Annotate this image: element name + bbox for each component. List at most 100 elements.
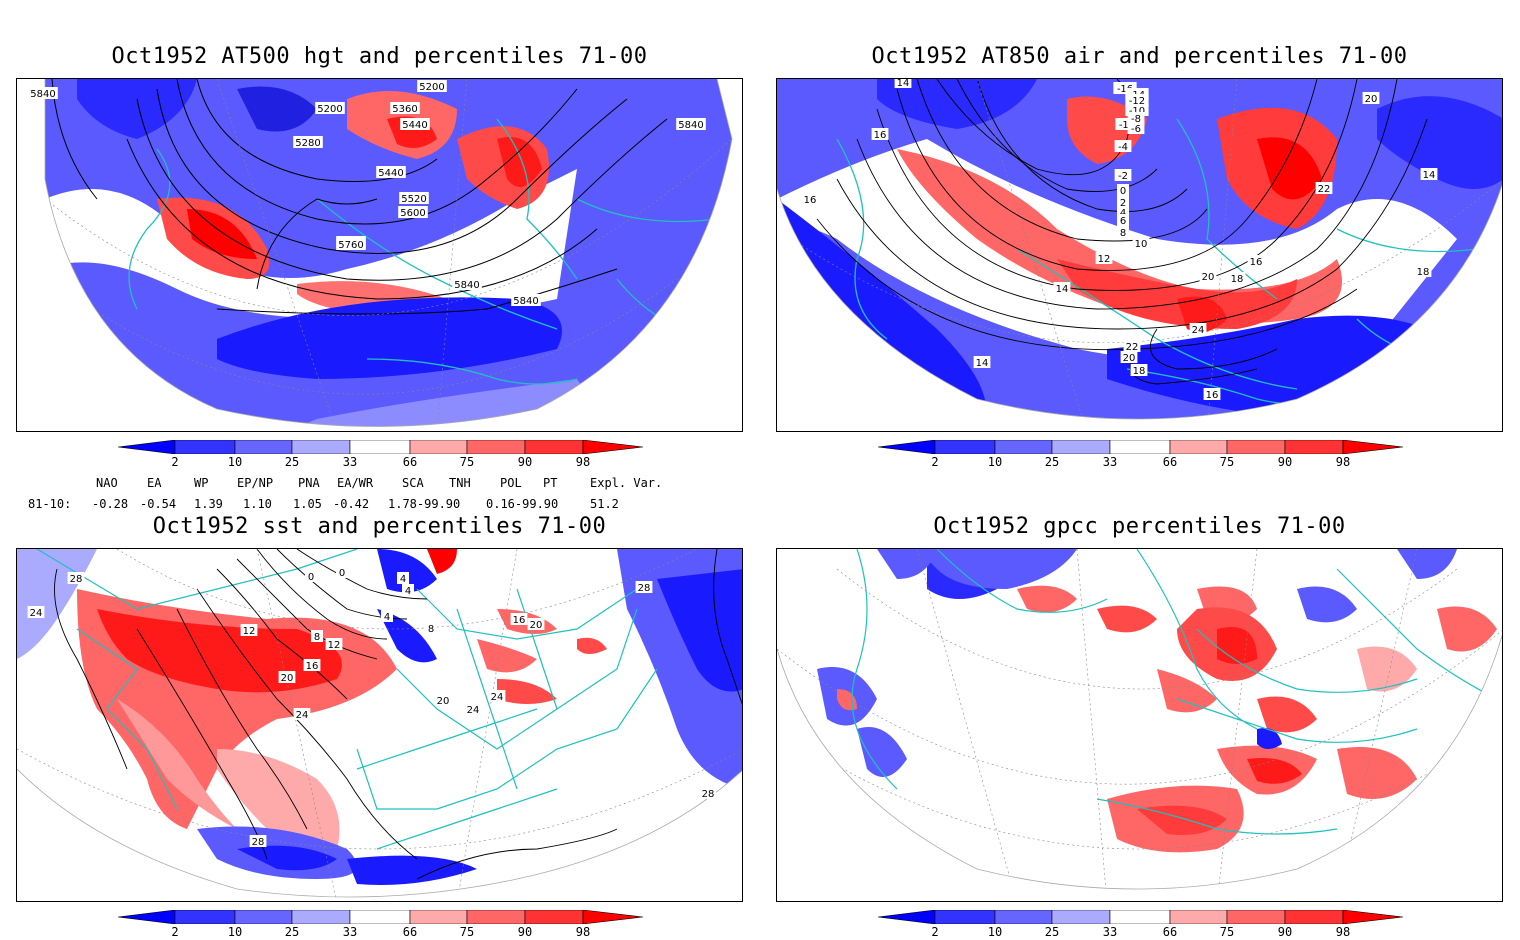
contour-label: 16 bbox=[871, 128, 889, 141]
contour-label: 5840 bbox=[511, 294, 541, 307]
index-value-wp: 1.39 bbox=[194, 497, 223, 511]
colorbar-tick-label: 90 bbox=[1277, 925, 1293, 939]
contour-label-text: 28 bbox=[252, 837, 265, 848]
contour-label: -6 bbox=[1127, 122, 1145, 135]
contour-label: -8 bbox=[1127, 112, 1145, 125]
contour-label: 14 bbox=[973, 356, 991, 369]
contour-label: 16 bbox=[801, 193, 819, 206]
contour-label: 5440 bbox=[400, 118, 430, 131]
contour-label: 0 bbox=[336, 566, 348, 579]
colorbar-swatch bbox=[1051, 440, 1111, 454]
contour-label-text: 28 bbox=[702, 789, 715, 800]
colorbar-tick-label: 25 bbox=[1044, 925, 1060, 939]
map-gpcc bbox=[776, 548, 1503, 902]
contour-label: 5600 bbox=[398, 206, 428, 219]
contour-label: 12 bbox=[325, 638, 343, 651]
index-header-epnp: EP/NP bbox=[237, 476, 274, 490]
index-value-pna: 1.05 bbox=[293, 497, 322, 511]
contour-label: 16 bbox=[510, 613, 528, 626]
colorbar-swatch bbox=[349, 440, 411, 454]
colorbar-tick-label: 98 bbox=[575, 925, 591, 939]
colorbar-swatch bbox=[1342, 910, 1403, 924]
contour-label-text: 5760 bbox=[338, 240, 363, 251]
colorbar-swatch bbox=[466, 910, 526, 924]
contour-label: -4 bbox=[1114, 140, 1132, 153]
contour-label: 22 bbox=[1315, 182, 1333, 195]
contour-label-text: 20 bbox=[1202, 272, 1215, 283]
colorbar-tick-label: 75 bbox=[1219, 925, 1235, 939]
contour-label: 5360 bbox=[390, 102, 420, 115]
colorbar-tick-label: 33 bbox=[1102, 925, 1118, 939]
colorbar-swatch bbox=[234, 440, 293, 454]
contour-label-text: 4 bbox=[1120, 208, 1126, 219]
contour-label: 8 bbox=[425, 622, 437, 635]
contour-label: 24 bbox=[1189, 323, 1207, 336]
contour-label-text: 16 bbox=[874, 130, 887, 141]
contour-label-text: 16 bbox=[1250, 257, 1263, 268]
contour-label: 28 bbox=[249, 835, 267, 848]
contour-label-text: 12 bbox=[243, 626, 256, 637]
contour-label-text: 8 bbox=[428, 624, 434, 635]
colorbar-tick-label: 10 bbox=[987, 455, 1003, 469]
colorbar-swatch bbox=[878, 910, 936, 924]
contour-label: 2 bbox=[1117, 196, 1129, 209]
colorbar-swatch bbox=[466, 440, 526, 454]
colorbar-tick-label: 2 bbox=[171, 925, 179, 939]
contour-label-text: 28 bbox=[70, 574, 83, 585]
colorbar-tick-label: 90 bbox=[1277, 455, 1293, 469]
colorbar-swatch bbox=[174, 440, 236, 454]
colorbar-tick-label: 90 bbox=[517, 925, 533, 939]
contour-label: 14 bbox=[1420, 168, 1438, 181]
contour-label-text: 18 bbox=[1417, 267, 1430, 278]
contour-label-text: 5840 bbox=[513, 296, 538, 307]
contour-label-text: 24 bbox=[296, 710, 309, 721]
contour-label-text: 0 bbox=[1120, 186, 1126, 197]
colorbar-tick-label: 25 bbox=[284, 925, 300, 939]
colorbar-gpcc: 2 10 25 33 66 75 90 98 bbox=[878, 910, 1403, 940]
colorbar-swatch bbox=[291, 440, 351, 454]
contour-label: 5520 bbox=[399, 192, 429, 205]
index-value-nao: -0.28 bbox=[92, 497, 129, 511]
index-header-pol: POL bbox=[500, 476, 522, 490]
colorbar-swatch bbox=[1169, 440, 1228, 454]
contour-label-text: 12 bbox=[328, 640, 341, 651]
index-value-sca-tnh: 1.78-99.90 bbox=[388, 497, 461, 511]
contour-label-text: 4 bbox=[405, 586, 411, 597]
index-header-ea: EA bbox=[147, 476, 162, 490]
contour-label: 8 bbox=[1117, 226, 1129, 239]
colorbar-swatch bbox=[1342, 440, 1403, 454]
contour-label: 24 bbox=[293, 708, 311, 721]
contour-label: 20 bbox=[434, 694, 452, 707]
colorbar-tick-label: 75 bbox=[459, 455, 475, 469]
index-value-epnp: 1.10 bbox=[243, 497, 272, 511]
panel-title-sst: Oct1952 sst and percentiles 71-00 bbox=[152, 514, 607, 539]
colorbar-swatch bbox=[994, 910, 1053, 924]
contour-label-text: 16 bbox=[1206, 390, 1219, 401]
colorbar-swatch bbox=[234, 910, 293, 924]
contour-label: 16 bbox=[1247, 255, 1265, 268]
colorbar-swatches bbox=[878, 910, 1403, 924]
colorbar-swatch bbox=[409, 440, 468, 454]
colorbar-tick-label: 75 bbox=[459, 925, 475, 939]
contour-label: 5760 bbox=[336, 238, 366, 251]
contour-label: 5840 bbox=[676, 118, 706, 131]
contour-label: 22 bbox=[1123, 340, 1141, 353]
contour-label-text: -2 bbox=[1118, 171, 1128, 182]
index-header-sca: SCA bbox=[402, 476, 424, 490]
colorbar-swatch bbox=[349, 910, 411, 924]
contour-label: 24 bbox=[464, 703, 482, 716]
contour-label-text: 14 bbox=[976, 358, 989, 369]
contour-label-text: 24 bbox=[1192, 325, 1205, 336]
contour-label-text: 10 bbox=[1135, 239, 1148, 250]
colorbar-swatch bbox=[582, 910, 643, 924]
contour-label: 20 bbox=[527, 618, 545, 631]
map-sst-field: 28000424412812162024201620242428282884 bbox=[17, 549, 742, 898]
contour-label: 16 bbox=[303, 659, 321, 672]
colorbar-swatch bbox=[1284, 440, 1344, 454]
contour-label-text: 18 bbox=[1133, 366, 1146, 377]
contour-label: 8 bbox=[311, 630, 323, 643]
contour-label-text: 20 bbox=[281, 673, 294, 684]
colorbar-tick-label: 2 bbox=[931, 925, 939, 939]
map-air850: 1416-16-14-12-10-18-8-620-4-202468221012… bbox=[776, 78, 1503, 432]
colorbar-tick-label: 25 bbox=[284, 455, 300, 469]
